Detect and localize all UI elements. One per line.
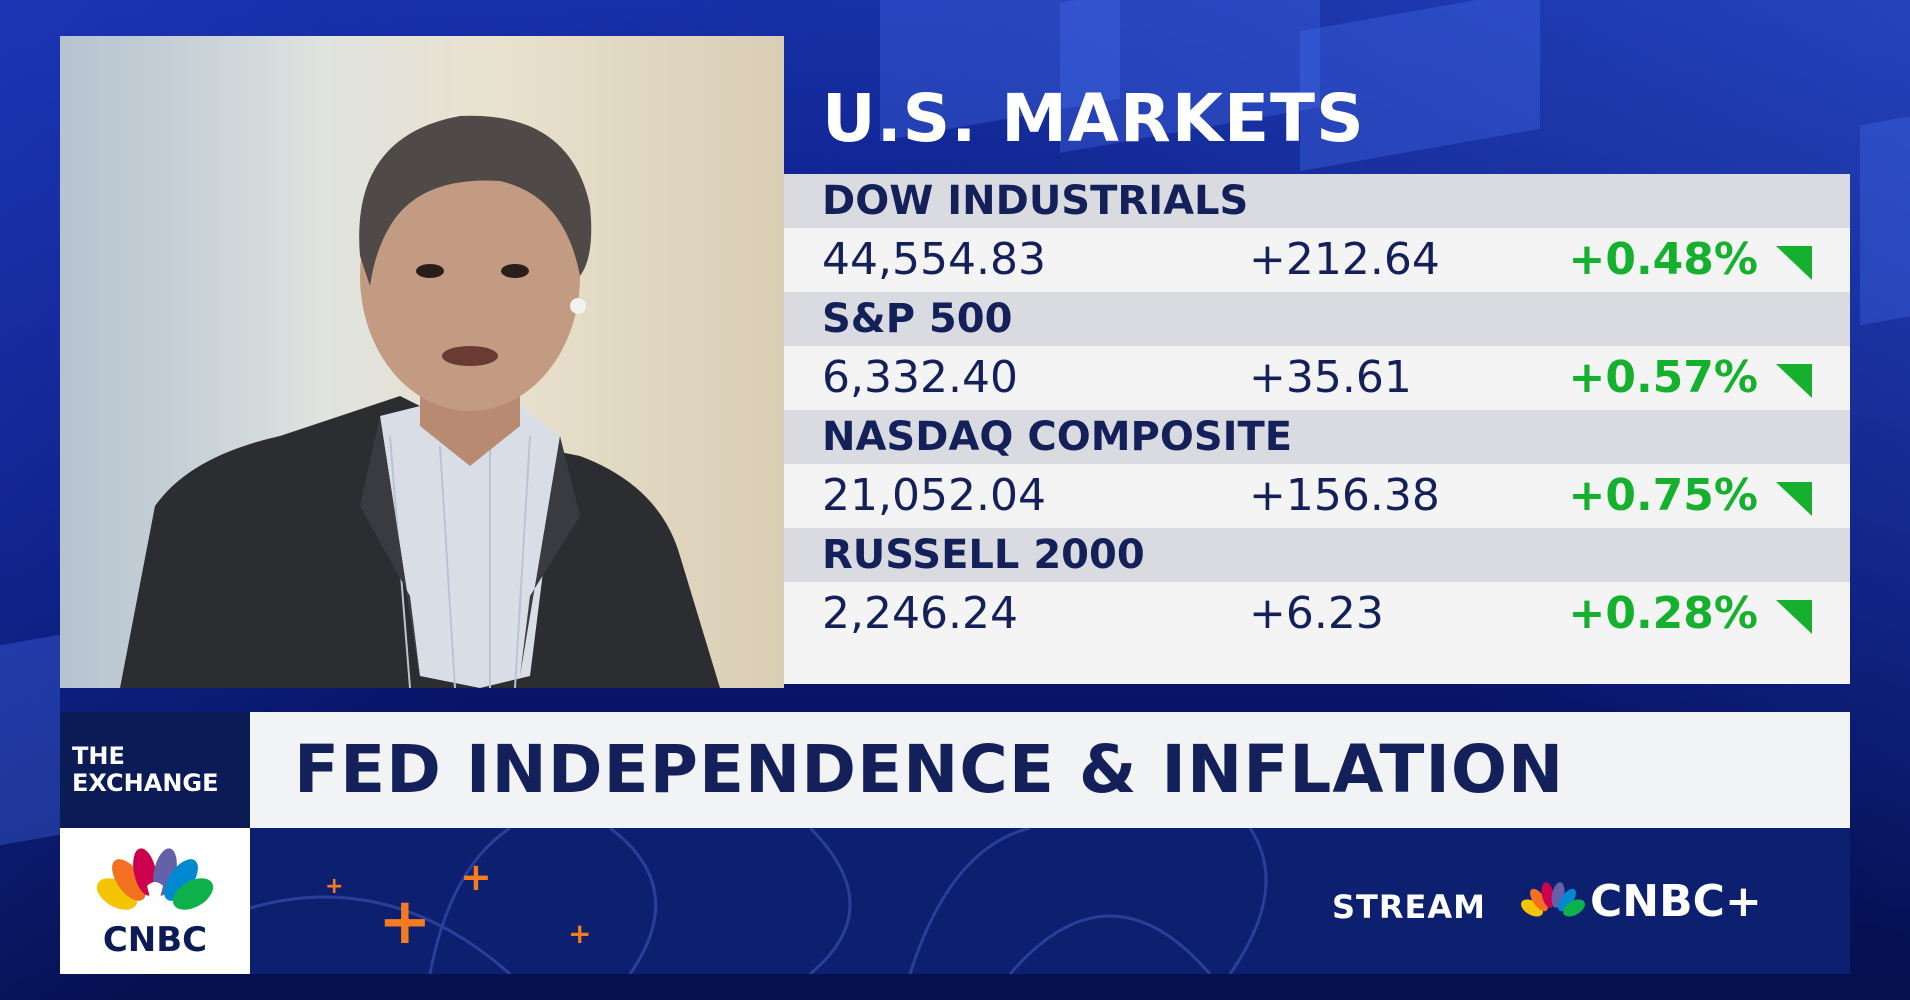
headline: FED INDEPENDENCE & INFLATION <box>294 731 1565 808</box>
guest-person <box>120 115 720 688</box>
index-percent: +0.75% <box>1568 470 1758 521</box>
bg-cube <box>0 634 60 846</box>
index-percent: +0.28% <box>1568 588 1758 639</box>
plus-decoration: + <box>378 885 432 959</box>
index-name: DOW INDUSTRIALS <box>784 174 1850 228</box>
markets-table: DOW INDUSTRIALS 44,554.83 +212.64 +0.48%… <box>784 174 1850 684</box>
logo-text: CNBC <box>102 920 208 960</box>
up-arrow-icon <box>1776 246 1812 280</box>
bg-cube <box>1860 114 1910 326</box>
promo-bar: + + + + STREAM CNBC+ <box>250 828 1850 974</box>
index-values-row: 21,052.04 +156.38 +0.75% <box>784 464 1850 528</box>
index-last: 6,332.40 <box>822 352 1018 403</box>
peacock-icon <box>96 848 214 916</box>
index-change: +156.38 <box>1249 470 1440 521</box>
index-change: +6.23 <box>1249 588 1384 639</box>
show-name-line1: THE <box>72 742 125 770</box>
stream-label: STREAM <box>1332 888 1486 926</box>
stream-brand: CNBC+ <box>1590 876 1762 927</box>
plus-decoration: + <box>568 917 592 950</box>
index-last: 44,554.83 <box>822 234 1046 285</box>
index-values-row: 6,332.40 +35.61 +0.57% <box>784 346 1850 410</box>
index-name: RUSSELL 2000 <box>784 528 1850 582</box>
peacock-small-icon <box>1521 882 1585 917</box>
show-name-line2: EXCHANGE <box>72 769 219 797</box>
index-values-row: 44,554.83 +212.64 +0.48% <box>784 228 1850 292</box>
decorative-lines <box>250 828 1268 974</box>
headline-bar: FED INDEPENDENCE & INFLATION <box>250 712 1850 828</box>
plus-decoration: + <box>325 874 344 899</box>
plus-decoration: + <box>460 855 492 899</box>
table-footer <box>784 646 1850 684</box>
up-arrow-icon <box>1776 364 1812 398</box>
index-values-row: 2,246.24 +6.23 +0.28% <box>784 582 1850 646</box>
index-change: +212.64 <box>1249 234 1440 285</box>
index-name: S&P 500 <box>784 292 1850 346</box>
markets-title: U.S. MARKETS <box>822 80 1365 157</box>
index-percent: +0.48% <box>1568 234 1758 285</box>
index-last: 2,246.24 <box>822 588 1018 639</box>
cnbc-logo: CNBC <box>60 828 250 974</box>
index-percent: +0.57% <box>1568 352 1758 403</box>
up-arrow-icon <box>1776 600 1812 634</box>
guest-video-feed <box>60 36 784 688</box>
index-name: NASDAQ COMPOSITE <box>784 410 1850 464</box>
index-change: +35.61 <box>1249 352 1412 403</box>
show-name-label: THE EXCHANGE <box>60 712 250 828</box>
index-last: 21,052.04 <box>822 470 1046 521</box>
up-arrow-icon <box>1776 482 1812 516</box>
